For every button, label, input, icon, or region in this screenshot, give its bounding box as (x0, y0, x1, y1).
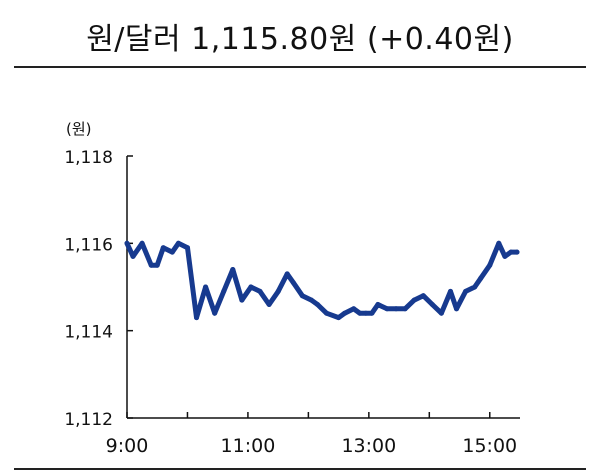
series-point (194, 315, 199, 321)
series-point (203, 284, 209, 290)
series-point (130, 253, 136, 259)
series-point (351, 306, 357, 312)
x-tick-label: 15:00 (462, 435, 517, 457)
chart-title: 원/달러 1,115.80원 (+0.40원) (86, 22, 514, 57)
series-point (257, 288, 263, 294)
series-point (369, 310, 375, 316)
y-axis-ticks: 1,112 1,114 1,116 1,118 (64, 148, 133, 430)
series-point (336, 315, 342, 321)
usd-krw-series-line (124, 240, 520, 321)
series-point (420, 293, 426, 299)
series-point (299, 293, 305, 299)
series-point (487, 262, 493, 268)
series-point (230, 267, 236, 272)
series-point (160, 245, 166, 251)
x-tick-label: 9:00 (106, 435, 149, 457)
y-axis-unit-label: (원) (66, 120, 92, 138)
series-point (342, 310, 348, 316)
series-point (496, 240, 502, 246)
series-point (411, 297, 417, 303)
footer-divider (14, 468, 586, 470)
series-point (290, 280, 296, 286)
series-point (154, 262, 160, 268)
series-point (185, 245, 190, 251)
series-point (384, 306, 390, 312)
series-point (248, 284, 254, 290)
series-point (514, 249, 520, 255)
series-point (463, 288, 469, 294)
x-tick-label: 13:00 (341, 435, 396, 457)
series-point (169, 249, 175, 255)
series-point (448, 288, 453, 294)
series-point (502, 253, 508, 259)
series-point (308, 297, 314, 303)
chart-header: 원/달러 1,115.80원 (+0.40원) (0, 0, 600, 70)
series-point (438, 310, 444, 316)
series-point (454, 306, 459, 312)
y-tick-label: 1,116 (64, 235, 113, 255)
y-tick-label: 1,112 (64, 410, 113, 430)
series-point (315, 302, 320, 307)
x-tick-label: 11:00 (221, 435, 276, 457)
series-point (124, 240, 130, 246)
series-point (363, 310, 369, 316)
series-point (508, 249, 514, 255)
header-divider (14, 66, 586, 68)
series-point (472, 284, 478, 290)
series-point (275, 288, 281, 294)
series-point (429, 302, 435, 307)
series-point (402, 306, 408, 312)
series-point (324, 310, 329, 316)
series-point (139, 240, 145, 246)
series-point (284, 271, 290, 277)
series-point (175, 240, 181, 246)
series-point (212, 310, 218, 316)
x-axis-ticks: 9:00 11:00 13:00 15:00 (106, 412, 517, 457)
series-point (221, 288, 227, 294)
series-point (375, 302, 381, 307)
series-point (148, 262, 154, 268)
series-point (266, 302, 272, 307)
series-point (478, 275, 484, 281)
series-points (124, 240, 520, 321)
series-point (357, 310, 363, 316)
y-tick-label: 1,118 (64, 148, 113, 168)
series-point (239, 297, 245, 303)
y-tick-label: 1,114 (64, 323, 113, 343)
series-point (393, 306, 399, 312)
